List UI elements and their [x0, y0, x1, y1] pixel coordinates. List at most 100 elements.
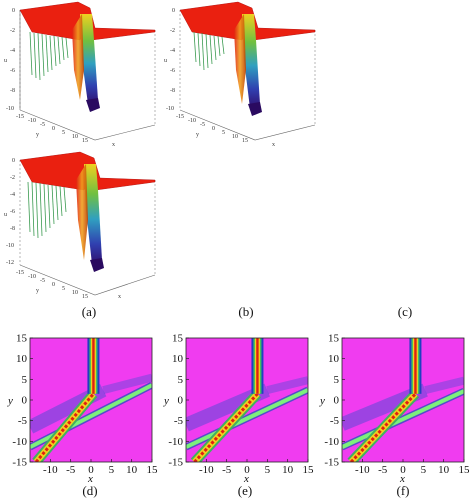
surface-trough: [80, 14, 98, 104]
y-axis-label: y: [319, 395, 325, 407]
y-tick-label: -5: [174, 415, 184, 427]
green-stripe: [30, 383, 152, 449]
y-tick-label: -15: [12, 457, 27, 469]
svg-text:-10: -10: [6, 243, 14, 249]
y-tick-label: -10: [324, 436, 339, 448]
y-axis-label: y: [163, 395, 169, 407]
density-svg-d: 15 10 5 0 -5 -10 -15 -10 -5 0 5 10 15 y x: [7, 333, 159, 483]
surface-trough-wall: [234, 14, 246, 104]
y-tick-label: -10: [168, 436, 183, 448]
red-stripe: [193, 392, 259, 462]
x-axis-label: x: [243, 473, 249, 482]
svg-text:0: 0: [52, 126, 55, 132]
svg-text:x: x: [118, 294, 121, 300]
svg-text:0: 0: [172, 8, 175, 14]
svg-text:-6: -6: [10, 68, 15, 74]
svg-text:-8: -8: [170, 88, 175, 94]
svg-text:-10: -10: [166, 106, 174, 112]
svg-text:15: 15: [82, 294, 88, 300]
x-tick-label: 10: [282, 464, 294, 476]
svg-text:-10: -10: [28, 118, 36, 124]
x-axis-label: x: [399, 473, 405, 482]
svg-text:-8: -8: [10, 88, 15, 94]
green-stripe: [186, 388, 308, 449]
svg-text:15: 15: [242, 138, 248, 144]
surface-trough-wall: [76, 164, 88, 260]
svg-text:0: 0: [12, 158, 15, 164]
svg-text:15: 15: [82, 138, 88, 144]
density-svg-f: 15 10 5 0 -5 -10 -15 -10 -5 0 5 10 15 y x: [319, 333, 470, 483]
svg-text:-2: -2: [10, 28, 15, 34]
surface-fringe: [29, 31, 69, 81]
y-tick-label: 10: [16, 353, 28, 365]
x-tick-label: -10: [355, 464, 370, 476]
vertical-core: [414, 338, 417, 394]
svg-text:0: 0: [52, 282, 55, 288]
svg-text:5: 5: [62, 286, 65, 292]
svg-text:y: y: [36, 288, 39, 294]
caption-c: (c): [397, 304, 413, 319]
svg-text:-10: -10: [6, 106, 14, 112]
y-tick-label: 5: [178, 374, 184, 386]
y-tick-label: -15: [324, 457, 339, 469]
svg-text:-4: -4: [10, 192, 15, 198]
y-tick-label: -5: [330, 415, 340, 427]
y-tick-label: -5: [18, 415, 28, 427]
caption-b: (b): [238, 304, 254, 319]
density-plot-d: 15 10 5 0 -5 -10 -15 -10 -5 0 5 10 15 y x: [0, 332, 160, 483]
svg-text:y: y: [196, 132, 199, 138]
svg-text:-15: -15: [16, 114, 24, 120]
y-tick-label: 5: [334, 374, 340, 386]
surface-fringe: [193, 31, 225, 71]
vertical-core: [256, 338, 259, 394]
svg-text:-8: -8: [10, 226, 15, 232]
x-tick-label: 5: [421, 464, 427, 476]
base-frame: [19, 10, 156, 141]
x-tick-label: 5: [109, 464, 115, 476]
density-plot-e: 15 10 5 0 -5 -10 -15 -10 -5 0 5 10 15 y x: [156, 332, 316, 483]
x-tick-label: 15: [147, 464, 159, 476]
vertical-core: [92, 338, 95, 394]
x-tick-label: -5: [222, 464, 232, 476]
svg-text:10: 10: [72, 290, 78, 296]
svg-text:-6: -6: [170, 68, 175, 74]
x-tick-label: 15: [303, 464, 315, 476]
y-axis-label: y: [36, 132, 39, 138]
x-tick-label: -5: [378, 464, 388, 476]
surface-trough: [84, 164, 102, 264]
y-tick-label: 15: [328, 333, 340, 345]
y-tick-label: 15: [16, 333, 28, 345]
x-axis-label: x: [112, 142, 115, 148]
svg-text:-5: -5: [40, 122, 45, 128]
x-tick-label: -10: [199, 464, 214, 476]
svg-text:10: 10: [72, 134, 78, 140]
svg-text:0: 0: [12, 8, 15, 14]
red-stripe: [350, 392, 417, 462]
y-axis-label: y: [7, 395, 13, 407]
y-tick-label: 0: [22, 395, 28, 407]
svg-text:-2: -2: [10, 175, 15, 181]
svg-text:-6: -6: [10, 209, 15, 215]
svg-text:-12: -12: [6, 260, 14, 266]
x-tick-label: 0: [244, 464, 250, 476]
y-axis-ticks: -15 -10 -5 0 5 10 15: [16, 114, 88, 144]
svg-text:u: u: [4, 212, 7, 218]
density-svg-e: 15 10 5 0 -5 -10 -15 -10 -5 0 5 10 15 y x: [163, 333, 315, 483]
y-tick-label: 0: [178, 395, 184, 407]
svg-text:-10: -10: [28, 274, 36, 280]
x-tick-label: -5: [66, 464, 76, 476]
surface-plot-c: 0 -2 -4 -6 -8 -10 -12 u -15 -10 -5 0 5 1…: [0, 150, 165, 300]
z-axis-ticks: 0 -2 -4 -6 -8 -10: [6, 8, 15, 112]
svg-text:5: 5: [62, 130, 65, 136]
svg-text:-2: -2: [170, 28, 175, 34]
svg-text:-4: -4: [170, 48, 175, 54]
y-tick-label: -10: [12, 436, 27, 448]
x-tick-label: 10: [126, 464, 138, 476]
y-tick-label: 10: [172, 353, 184, 365]
y-tick-label: -15: [168, 457, 183, 469]
y-tick-label: 5: [22, 374, 28, 386]
x-tick-label: 10: [438, 464, 450, 476]
svg-text:u: u: [164, 58, 167, 64]
svg-text:-5: -5: [40, 278, 45, 284]
caption-f: (f): [396, 483, 410, 498]
